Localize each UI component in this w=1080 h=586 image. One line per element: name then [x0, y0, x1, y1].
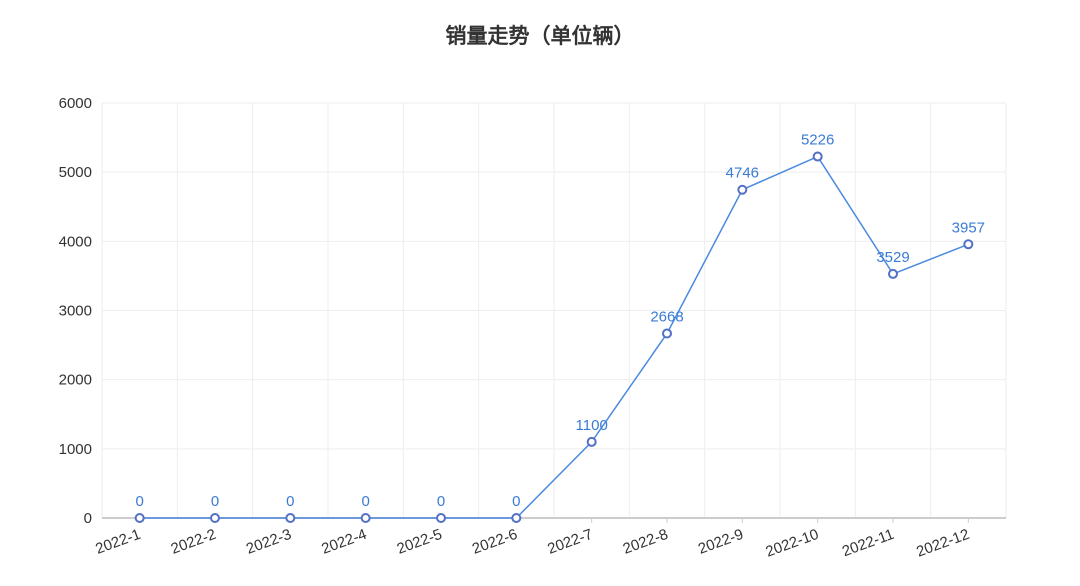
data-point: [360, 513, 371, 523]
x-tick-label: 2022-11: [840, 526, 896, 560]
data-point: [662, 328, 672, 339]
x-tick-label: 2022-6: [470, 526, 520, 558]
data-label: 2668: [650, 308, 683, 325]
data-point: [436, 513, 446, 523]
data-point: [285, 513, 296, 523]
x-tick-label: 2022-12: [914, 526, 972, 561]
y-tick-label: 2000: [59, 372, 92, 389]
y-tick-label: 0: [84, 510, 92, 527]
data-point: [586, 436, 597, 447]
series-line: [139, 155, 969, 519]
data-point: [210, 513, 220, 523]
data-label: 4746: [726, 165, 759, 182]
data-point: [511, 513, 522, 523]
x-tick-label: 2022-7: [545, 526, 595, 558]
data-point: [888, 268, 898, 279]
x-tick-label: 2022-5: [395, 526, 445, 558]
y-tick-label: 4000: [59, 233, 92, 250]
x-tick-label: 2022-3: [244, 526, 294, 558]
y-tick-label: 6000: [59, 95, 92, 112]
data-label: 5226: [801, 132, 834, 149]
data-label: 0: [286, 493, 294, 510]
data-label: 3957: [952, 219, 985, 236]
x-tick-label: 2022-9: [696, 526, 746, 558]
y-tick-label: 3000: [59, 303, 92, 320]
x-tick-label: 2022-4: [319, 526, 369, 558]
data-label: 0: [437, 493, 445, 510]
data-label: 0: [135, 493, 143, 510]
data-label: 0: [512, 493, 520, 510]
x-tick-label: 2022-8: [621, 526, 671, 558]
data-label: 0: [361, 493, 369, 510]
data-point: [134, 513, 145, 523]
data-point: [963, 239, 974, 250]
y-tick-label: 1000: [59, 441, 92, 458]
data-label: 3529: [876, 249, 909, 266]
data-point: [812, 151, 823, 162]
y-tick-label: 5000: [59, 164, 92, 181]
data-point: [737, 184, 748, 195]
x-tick-label: 2022-2: [169, 526, 219, 558]
x-tick-label: 2022-1: [93, 526, 143, 558]
chart-title: 销量走势（单位辆）: [445, 24, 635, 48]
x-tick-label: 2022-10: [763, 526, 821, 561]
data-label: 1100: [576, 417, 608, 434]
data-label: 0: [211, 493, 219, 510]
